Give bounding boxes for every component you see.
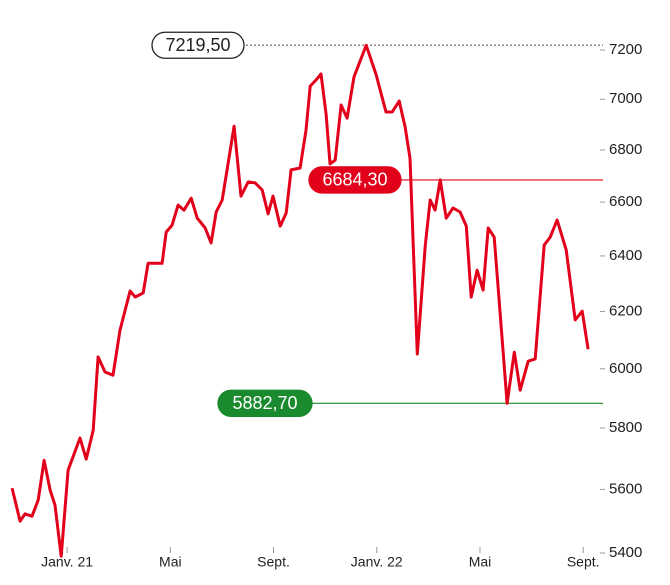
x-tick-label: Mai: [159, 554, 182, 570]
y-tick-label: 7200: [609, 41, 642, 58]
y-tick-label: 6200: [609, 302, 642, 319]
x-tick-label: Sept.: [257, 554, 290, 570]
y-tick-label: 5800: [609, 419, 642, 436]
y-tick-label: 6400: [609, 247, 642, 264]
y-tick-label: 5400: [609, 544, 642, 561]
x-tick-label: Mai: [469, 554, 492, 570]
y-tick-label: 6600: [609, 193, 642, 210]
value-label: 7219,50: [165, 35, 230, 55]
y-tick-label: 6800: [609, 141, 642, 158]
value-label: 6684,30: [322, 170, 387, 190]
value-pill: [308, 166, 402, 194]
value-pill: [151, 31, 245, 59]
y-tick-label: 7000: [609, 90, 642, 107]
value-label: 5882,70: [232, 393, 297, 413]
price-line: [10, 43, 590, 558]
x-tick-label: Janv. 21: [41, 554, 93, 570]
x-tick-label: Sept.: [567, 554, 600, 570]
y-tick-label: 6000: [609, 360, 642, 377]
y-tick-label: 5600: [609, 480, 642, 497]
x-tick-label: Janv. 22: [351, 554, 403, 570]
value-pill: [217, 389, 313, 417]
